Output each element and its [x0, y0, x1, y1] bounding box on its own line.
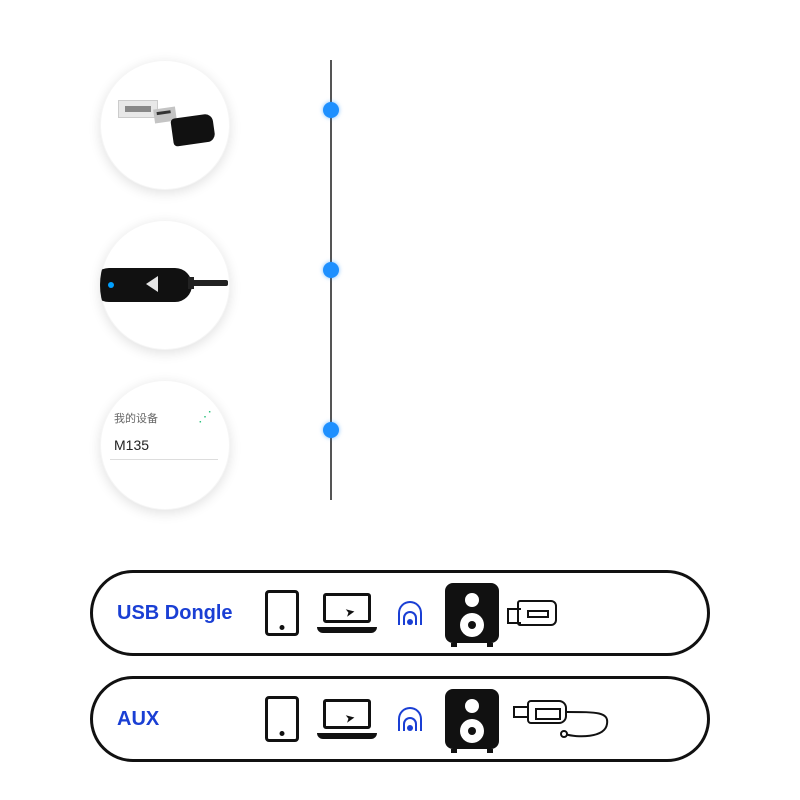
timeline-node-1 — [323, 102, 339, 118]
speaker-icon — [445, 689, 499, 749]
wifi-icon — [395, 705, 427, 733]
aux-adapter-circle — [100, 220, 230, 350]
aux-row: AUX ➤ — [90, 676, 710, 762]
aux-jack-icon — [192, 280, 228, 286]
usb-dongle-body-icon — [170, 113, 215, 147]
laptop-icon: ➤ — [317, 593, 377, 633]
mini-usb-dongle-icon — [517, 600, 557, 626]
aux-cable-icon — [517, 694, 613, 744]
aux-led-icon — [108, 282, 114, 288]
timeline-node-2 — [323, 262, 339, 278]
timeline-node-3 — [323, 422, 339, 438]
usb-port-icon — [118, 100, 158, 118]
tablet-icon — [265, 696, 299, 742]
usb-dongle-row: USB Dongle ➤ — [90, 570, 710, 656]
speaker-icon — [445, 583, 499, 643]
aux-arrow-icon — [146, 276, 158, 292]
laptop-icon: ➤ — [317, 699, 377, 739]
device-list-item: M135 — [110, 430, 218, 460]
device-list-header: 我的设备 — [114, 410, 214, 426]
tablet-icon — [265, 590, 299, 636]
timeline-section: ⋰ 我的设备 M135 — [100, 60, 500, 520]
row-label-aux: AUX — [117, 708, 247, 731]
row-label-usb: USB Dongle — [117, 602, 247, 625]
wifi-icon — [395, 599, 427, 627]
pairing-list-circle: ⋰ 我的设备 M135 — [100, 380, 230, 510]
usb-dongle-circle — [100, 60, 230, 190]
